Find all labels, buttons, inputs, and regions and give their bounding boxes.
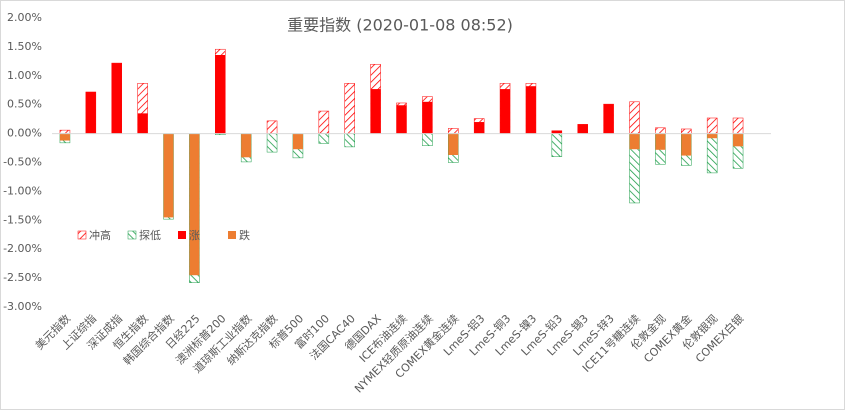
bar <box>292 133 303 150</box>
chart-title: 重要指数 (2020-01-08 08:52) <box>287 16 513 35</box>
bar <box>189 133 200 276</box>
bar <box>448 133 459 155</box>
bar <box>706 117 718 134</box>
bar <box>85 91 96 134</box>
y-tick-label: -2.50% <box>3 271 42 284</box>
bar <box>655 133 666 150</box>
bar <box>474 122 485 134</box>
y-tick-label: 2.00% <box>7 11 42 24</box>
bar <box>525 86 536 134</box>
legend-label: 涨 <box>189 229 200 242</box>
bar <box>344 83 355 134</box>
legend-swatch <box>178 231 186 239</box>
bar <box>681 128 692 134</box>
y-tick-label: -1.50% <box>3 213 42 226</box>
bar <box>655 127 666 134</box>
bar <box>577 124 588 134</box>
y-tick-label: 0.00% <box>7 127 42 140</box>
bar <box>266 120 278 134</box>
bar <box>629 101 640 134</box>
y-tick-label: -0.50% <box>3 156 42 169</box>
y-tick-label: 1.50% <box>7 40 42 53</box>
bar <box>344 133 355 148</box>
legend-swatch <box>77 230 87 240</box>
bar <box>137 113 148 134</box>
bar <box>422 101 433 134</box>
bar <box>732 117 744 134</box>
bar <box>707 133 718 139</box>
bar <box>500 89 511 134</box>
legend-label: 冲高 <box>89 228 111 242</box>
y-tick-label: -1.00% <box>3 184 42 197</box>
bar <box>318 110 330 134</box>
legend-label: 探低 <box>139 229 161 242</box>
y-tick-label: -2.00% <box>3 242 42 255</box>
bar <box>681 133 692 156</box>
bar <box>59 133 70 141</box>
bar <box>215 54 226 134</box>
legend-swatch <box>228 231 236 239</box>
bar <box>733 133 744 147</box>
legend-label: 跌 <box>239 228 250 242</box>
bar <box>603 104 614 134</box>
bar <box>266 133 278 153</box>
bar <box>396 105 407 134</box>
bar <box>241 133 252 158</box>
bar <box>163 133 174 218</box>
bar <box>706 133 718 174</box>
bar <box>551 130 562 134</box>
bar <box>111 63 122 134</box>
bar <box>370 89 381 134</box>
y-tick-label: 1.00% <box>7 69 42 82</box>
y-tick-label: -3.00% <box>3 300 42 313</box>
bar <box>629 133 640 150</box>
bar <box>318 133 330 144</box>
bar <box>59 129 71 134</box>
y-tick-label: 0.50% <box>7 98 42 111</box>
bar <box>448 128 459 134</box>
bar <box>422 133 433 146</box>
legend-swatch <box>127 230 137 240</box>
bar <box>551 133 563 157</box>
